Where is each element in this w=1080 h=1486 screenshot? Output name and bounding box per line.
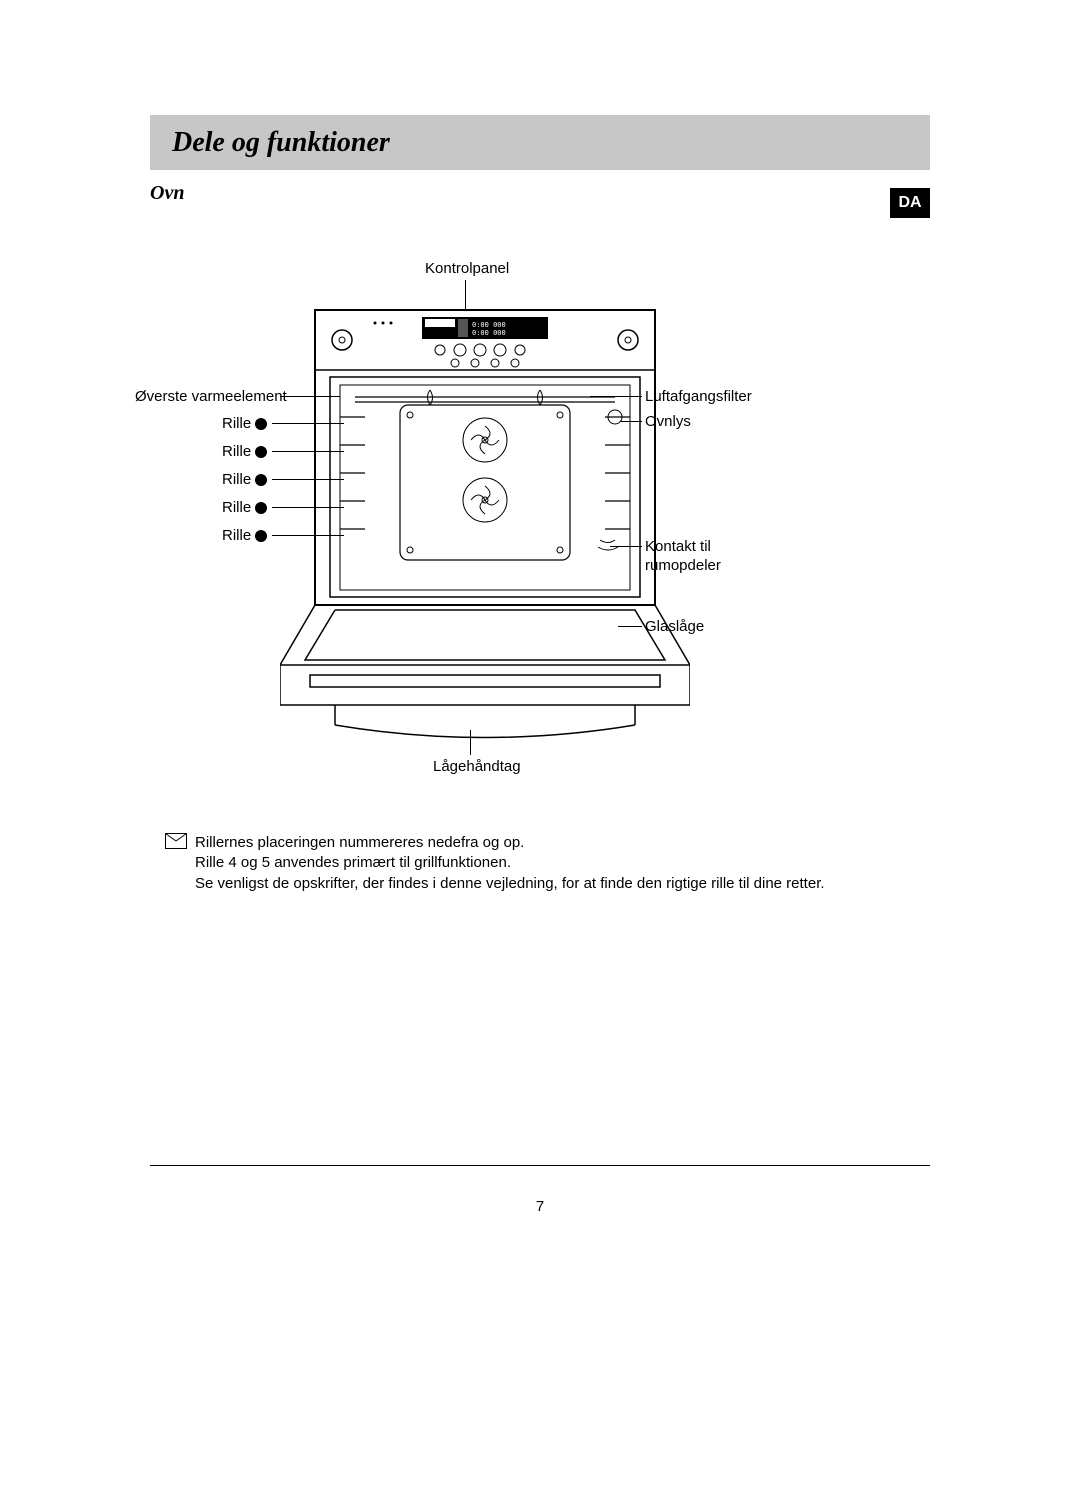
leader-line <box>272 507 344 508</box>
subheading: Ovn <box>150 182 184 205</box>
label-ovnlys: Ovnlys <box>645 413 691 430</box>
label-rille-5: Rille <box>222 527 267 544</box>
language-badge: DA <box>890 188 930 218</box>
bullet-icon <box>255 474 267 486</box>
leader-line <box>618 626 642 627</box>
svg-text:0:00 000: 0:00 000 <box>472 321 506 329</box>
leader-line <box>280 396 340 397</box>
rille-text: Rille <box>222 527 251 544</box>
note-line-1: Rillernes placeringen nummereres nedefra… <box>195 833 910 853</box>
note-icon <box>165 833 187 849</box>
rille-text: Rille <box>222 471 251 488</box>
section-header-bar: Dele og funktioner <box>150 115 930 170</box>
label-luftafgangsfilter: Luftafgangsfilter <box>645 388 752 405</box>
page-number: 7 <box>0 1198 1080 1215</box>
bullet-icon <box>255 418 267 430</box>
bullet-icon <box>255 502 267 514</box>
label-rille-3: Rille <box>222 471 267 488</box>
rille-text: Rille <box>222 443 251 460</box>
leader-line <box>272 451 344 452</box>
leader-line <box>620 421 642 422</box>
label-rille-4: Rille <box>222 499 267 516</box>
page: Dele og funktioner Ovn DA Kontrolpanel 0… <box>0 0 1080 1486</box>
note-line-3: Se venligst de opskrifter, der findes i … <box>195 874 910 894</box>
label-lagehandtag: Lågehåndtag <box>433 758 521 775</box>
svg-text:0:00 000: 0:00 000 <box>472 329 506 337</box>
bullet-icon <box>255 530 267 542</box>
label-upper-heating: Øverste varmeelement <box>135 388 287 405</box>
label-rille-2: Rille <box>222 443 267 460</box>
label-kontakt-line2: rumopdeler <box>645 557 721 574</box>
label-kontrolpanel: Kontrolpanel <box>425 260 509 277</box>
rille-text: Rille <box>222 415 251 432</box>
footer-rule <box>150 1165 930 1166</box>
leader-line <box>272 535 344 536</box>
language-badge-text: DA <box>898 194 921 212</box>
leader-line <box>272 423 344 424</box>
oven-illustration: 0:00 000 0:00 000 <box>280 305 690 775</box>
note-text: Rillernes placeringen nummereres nedefra… <box>195 833 910 894</box>
label-rille-1: Rille <box>222 415 267 432</box>
leader-line <box>470 730 471 755</box>
note-line-2: Rille 4 og 5 anvendes primært til grillf… <box>195 853 910 873</box>
bullet-icon <box>255 446 267 458</box>
leader-line <box>590 396 642 397</box>
leader-line <box>272 479 344 480</box>
label-kontakt-line1: Kontakt til <box>645 538 711 555</box>
leader-line <box>610 546 642 547</box>
label-glaslage: Glaslåge <box>645 618 704 635</box>
oven-diagram: Kontrolpanel 0:00 000 0:00 000 <box>150 260 930 800</box>
rille-text: Rille <box>222 499 251 516</box>
section-title: Dele og funktioner <box>172 127 390 159</box>
